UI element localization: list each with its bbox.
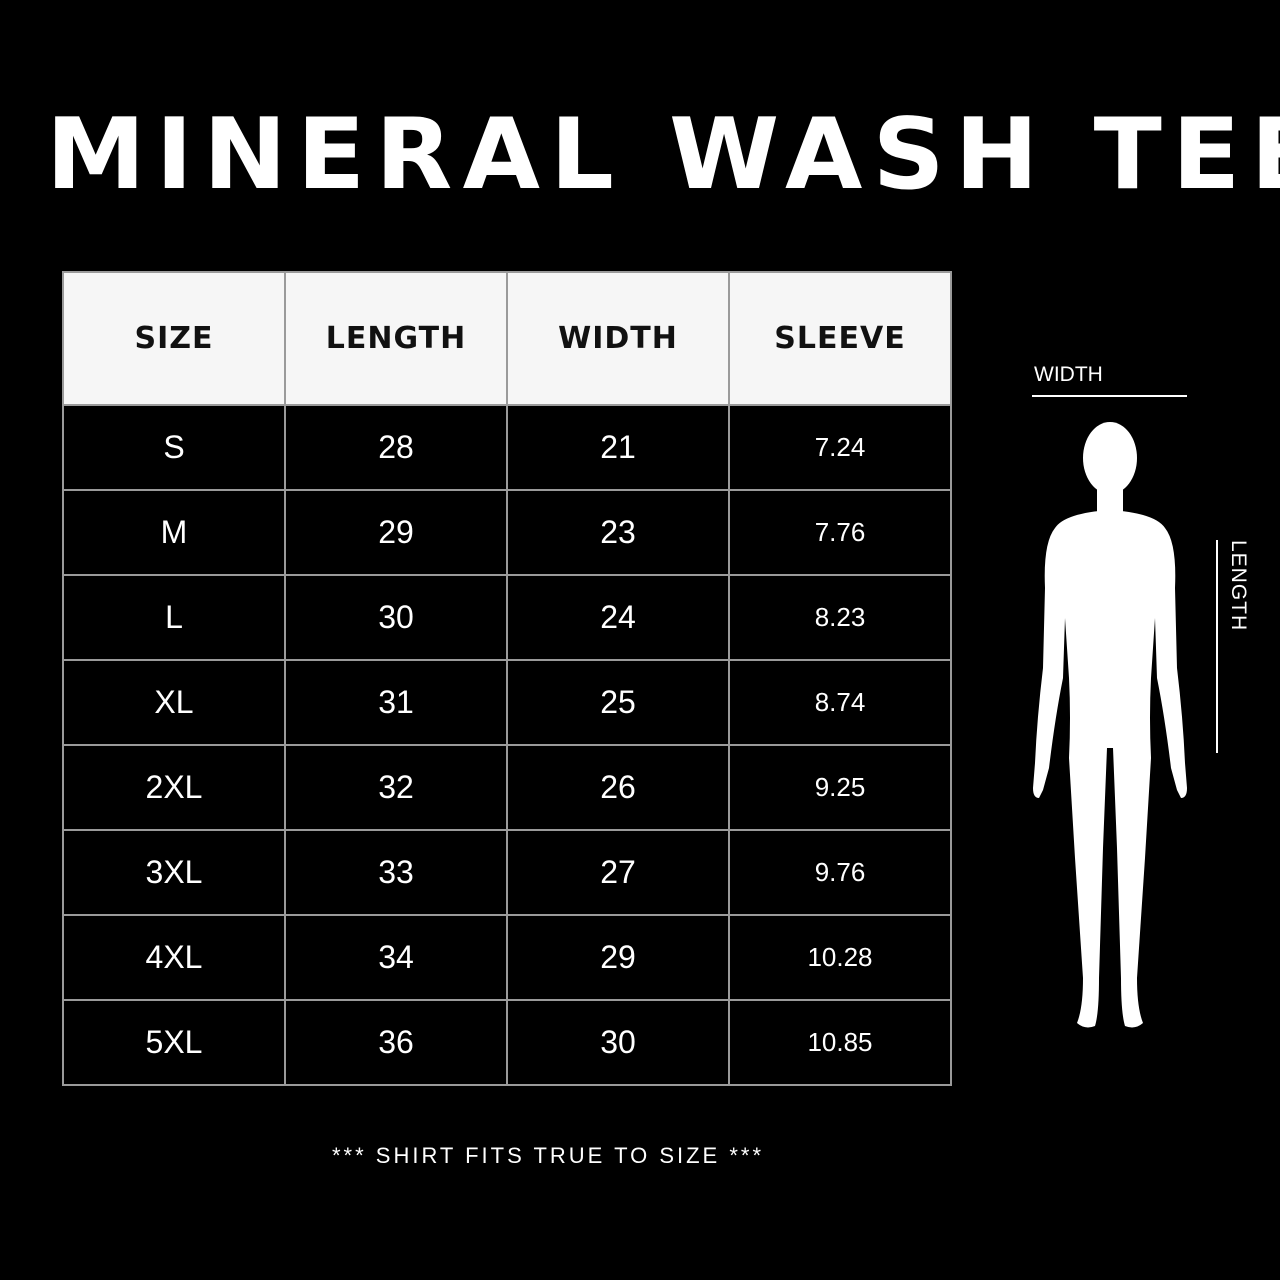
cell-length: 28: [284, 404, 508, 491]
cell-sleeve: 10.28: [728, 914, 952, 1001]
cell-size: XL: [62, 659, 286, 746]
cell-sleeve: 9.76: [728, 829, 952, 916]
cell-width: 25: [506, 659, 730, 746]
cell-size: 3XL: [62, 829, 286, 916]
header-width: WIDTH: [506, 271, 730, 406]
cell-sleeve: 10.85: [728, 999, 952, 1086]
width-label: WIDTH: [1034, 363, 1103, 386]
table-header-row: SIZE LENGTH WIDTH SLEEVE: [62, 271, 952, 406]
cell-width: 27: [506, 829, 730, 916]
cell-size: 5XL: [62, 999, 286, 1086]
cell-sleeve: 8.23: [728, 574, 952, 661]
size-table: SIZE LENGTH WIDTH SLEEVE S 28 21 7.24 M 29 23 7…: [62, 271, 952, 1086]
human-silhouette-icon: [1033, 422, 1187, 1028]
length-measure-line: [1216, 540, 1218, 753]
fit-note: *** SHIRT FITS TRUE TO SIZE ***: [331, 1143, 765, 1168]
cell-length: 30: [284, 574, 508, 661]
table-row: 3XL 33 27 9.76: [62, 829, 952, 916]
cell-width: 24: [506, 574, 730, 661]
cell-width: 29: [506, 914, 730, 1001]
length-label: LENGTH: [1227, 540, 1250, 632]
table-row: 4XL 34 29 10.28: [62, 914, 952, 1001]
table-row: 2XL 32 26 9.25: [62, 744, 952, 831]
cell-sleeve: 8.74: [728, 659, 952, 746]
cell-size: S: [62, 404, 286, 491]
cell-size: L: [62, 574, 286, 661]
header-length: LENGTH: [284, 271, 508, 406]
page-title: MINERAL WASH TEE: [46, 98, 1280, 212]
cell-width: 23: [506, 489, 730, 576]
cell-size: M: [62, 489, 286, 576]
table-row: S 28 21 7.24: [62, 404, 952, 491]
cell-length: 31: [284, 659, 508, 746]
cell-length: 33: [284, 829, 508, 916]
table-row: L 30 24 8.23: [62, 574, 952, 661]
table-row: 5XL 36 30 10.85: [62, 999, 952, 1086]
size-table-body: S 28 21 7.24 M 29 23 7.76 L 30 24 8.23 XL 31 25 8.74 2XL…: [62, 404, 952, 1086]
header-size: SIZE: [62, 271, 286, 406]
cell-sleeve: 9.25: [728, 744, 952, 831]
cell-width: 21: [506, 404, 730, 491]
cell-width: 26: [506, 744, 730, 831]
header-sleeve: SLEEVE: [728, 271, 952, 406]
cell-length: 29: [284, 489, 508, 576]
cell-size: 2XL: [62, 744, 286, 831]
table-row: XL 31 25 8.74: [62, 659, 952, 746]
cell-size: 4XL: [62, 914, 286, 1001]
cell-length: 36: [284, 999, 508, 1086]
cell-length: 32: [284, 744, 508, 831]
cell-length: 34: [284, 914, 508, 1001]
cell-sleeve: 7.24: [728, 404, 952, 491]
cell-width: 30: [506, 999, 730, 1086]
table-row: M 29 23 7.76: [62, 489, 952, 576]
cell-sleeve: 7.76: [728, 489, 952, 576]
width-measure-line: [1032, 395, 1187, 397]
